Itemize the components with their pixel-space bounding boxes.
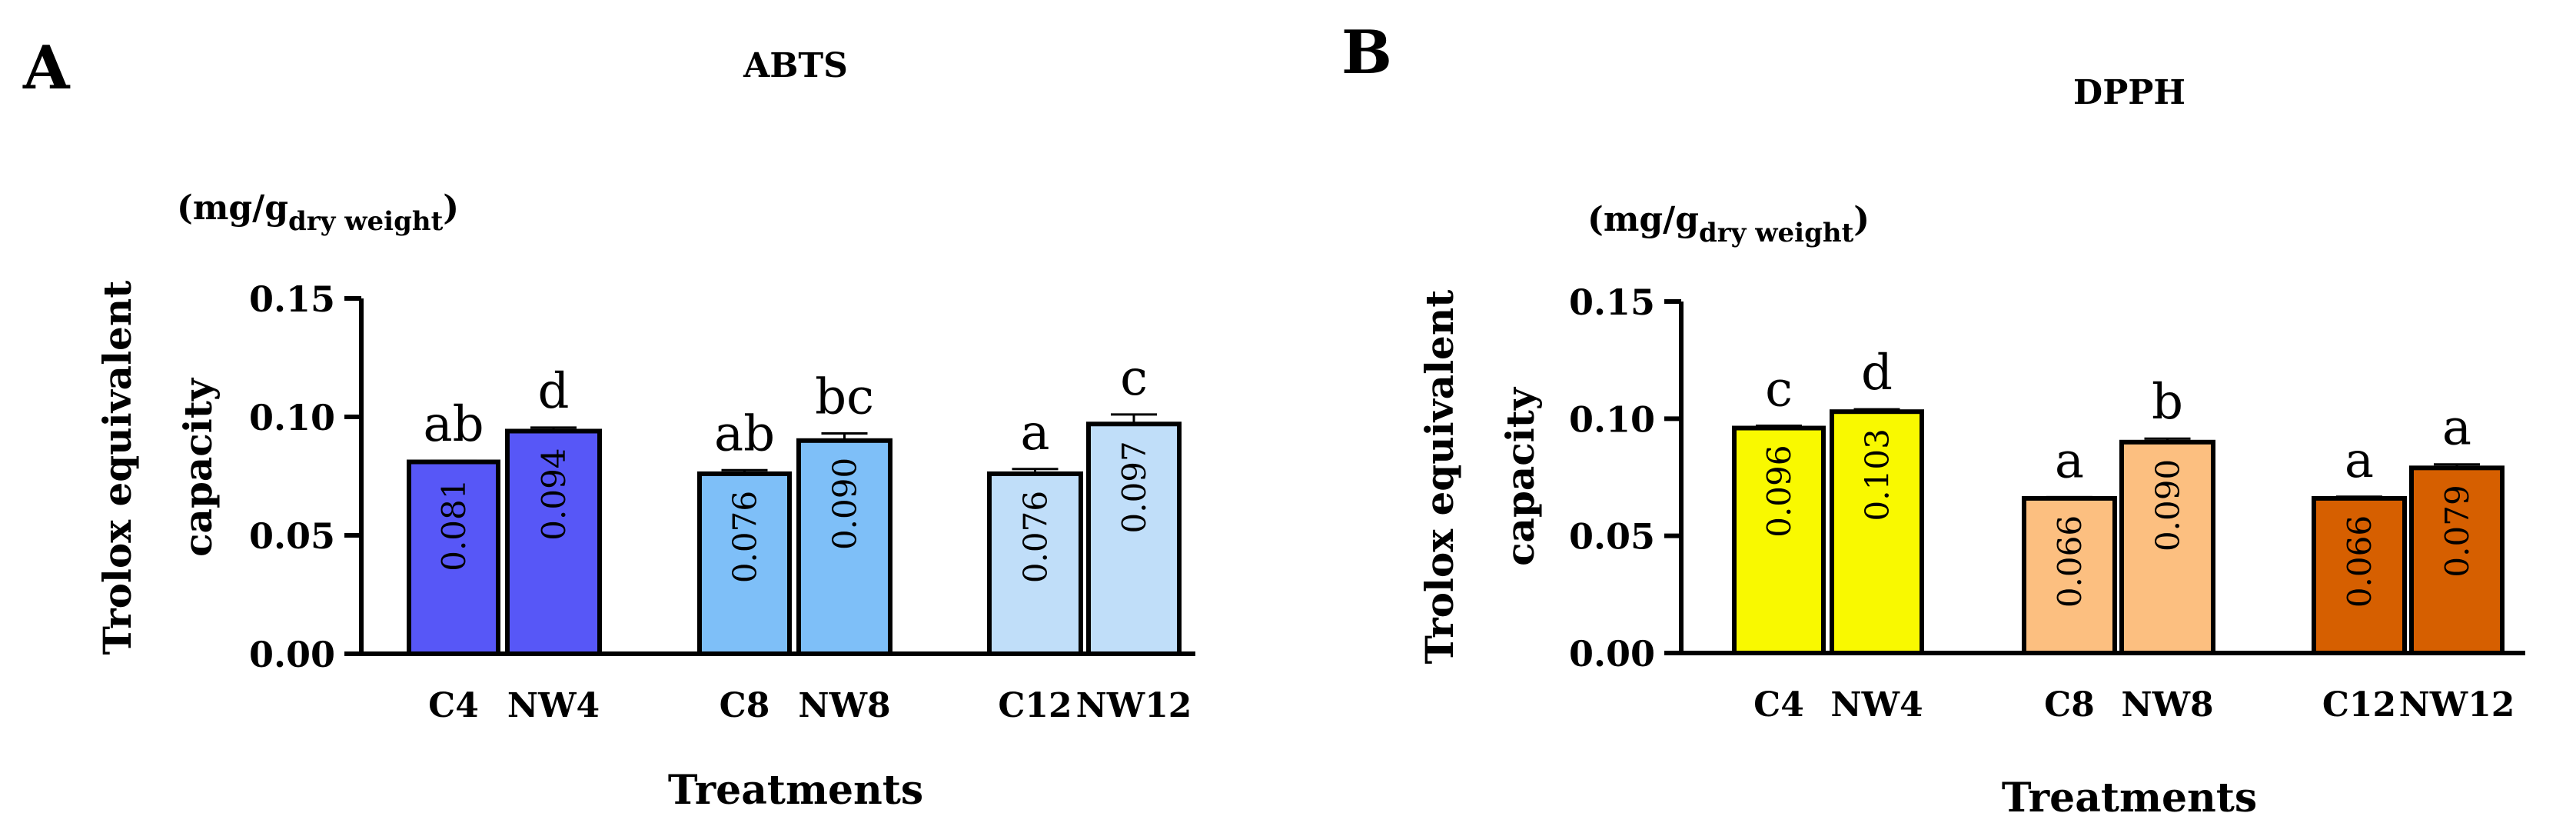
panel-b-category-label: C8 xyxy=(2044,685,2095,725)
panel-b-ytick-label: 0.05 xyxy=(1569,516,1655,558)
panel-a-significance-letter: d xyxy=(538,363,570,420)
panel-a-bar-nw12 xyxy=(1086,421,1182,656)
panel-b-value-label: 0.090 xyxy=(2149,459,2187,551)
panel-a-ylabel-line2: capacity xyxy=(175,377,221,557)
panel-a-value-label: 0.081 xyxy=(435,479,473,571)
panel-b-significance-letter: b xyxy=(2152,374,2183,431)
panel-b-significance-letter: a xyxy=(2345,432,2374,489)
panel-b-bar-c8 xyxy=(2022,495,2117,655)
panel-b-bar-nw12 xyxy=(2409,465,2505,656)
panel-a-value-label: 0.076 xyxy=(1017,491,1055,583)
panel-b-bar-c4 xyxy=(1732,425,1826,656)
panel-a-bar-c8 xyxy=(697,471,792,656)
panel-b-value-label: 0.103 xyxy=(1859,428,1896,521)
panel-b-label: B xyxy=(1341,18,1392,88)
panel-a-category-label: NW8 xyxy=(798,686,890,725)
panel-a-significance-letter: ab xyxy=(714,405,775,462)
panel-a-abts-chart: A ABTS (mg/gdry weight) Trolox equivalen… xyxy=(22,33,1195,814)
panel-a-value-label: 0.076 xyxy=(726,491,764,583)
panel-b-title: DPPH xyxy=(2073,73,2185,112)
panel-b-unit-close: ) xyxy=(1853,200,1870,239)
panel-b-unit-main: (mg/g xyxy=(1587,200,1699,239)
panel-a-category-label: C4 xyxy=(428,686,479,725)
panel-a-bar-c12 xyxy=(987,471,1083,656)
panel-a-unit-sub: dry weight xyxy=(288,206,444,237)
panel-b-value-label: 0.066 xyxy=(2341,515,2378,608)
panel-a-significance-letter: bc xyxy=(815,369,874,426)
panel-a-value-label: 0.090 xyxy=(826,458,864,550)
panel-a-title: ABTS xyxy=(743,46,848,85)
panel-a-bar-nw4 xyxy=(505,428,602,656)
panel-a-category-label: C12 xyxy=(998,686,1072,725)
panel-b-ylabel-line2: capacity xyxy=(1497,386,1543,566)
panel-b-significance-letter: c xyxy=(1765,361,1793,418)
panel-b-ylabel-line1: Trolox equivalent xyxy=(1417,290,1462,665)
panel-a-ylabel-line1: Trolox equivalent xyxy=(95,281,140,655)
panel-b-significance-letter: a xyxy=(2055,432,2084,489)
panel-b-significance-letter: d xyxy=(1861,345,1893,402)
panel-a-significance-letter: a xyxy=(1020,405,1049,461)
panel-b-value-label: 0.096 xyxy=(1760,445,1798,538)
panel-a-unit-main: (mg/g xyxy=(177,188,288,228)
panel-a-ytick-label: 0.05 xyxy=(249,515,335,557)
panel-b-category-label: C4 xyxy=(1753,685,1804,725)
panel-b-unit-sub: dry weight xyxy=(1699,218,1854,248)
panel-a-ytick-label: 0.00 xyxy=(249,634,335,675)
panel-b-value-label: 0.066 xyxy=(2051,515,2089,608)
panel-b-unit-label: (mg/gdry weight) xyxy=(1587,200,1870,248)
panel-a-significance-letter: c xyxy=(1120,350,1148,407)
panel-a-significance-letter: ab xyxy=(423,396,484,453)
panel-a-ytick-label: 0.10 xyxy=(249,397,335,438)
panel-b-xlabel: Treatments xyxy=(2002,775,2257,821)
panel-a-category-label: C8 xyxy=(720,686,770,725)
panel-a-xlabel: Treatments xyxy=(668,767,923,814)
panel-b-category-label: NW12 xyxy=(2399,685,2515,725)
panel-b-bar-nw8 xyxy=(2119,439,2215,655)
panel-b-marks: 0.00 0.05 0.10 0.15 0.096 c C4 0.103 d NW4 0.066 a C… xyxy=(1569,282,2515,725)
panel-a-category-label: NW12 xyxy=(1076,686,1192,725)
panel-b-category-label: NW8 xyxy=(2121,685,2213,725)
panel-a-category-label: NW4 xyxy=(507,686,600,725)
panel-b-significance-letter: a xyxy=(2442,400,2471,457)
panel-a-unit-label: (mg/gdry weight) xyxy=(177,188,459,237)
panel-a-unit-close: ) xyxy=(443,188,459,228)
panel-b-category-label: C12 xyxy=(2322,685,2396,725)
panel-a-marks: 0.00 0.05 0.10 0.15 0.081 ab C4 0.094 d NW4 0.076 a… xyxy=(249,278,1192,725)
panel-a-value-label: 0.097 xyxy=(1115,441,1153,533)
panel-b-value-label: 0.079 xyxy=(2438,485,2476,577)
panel-b-category-label: NW4 xyxy=(1830,685,1923,725)
panel-b-ytick-label: 0.15 xyxy=(1569,282,1655,323)
panel-a-label: A xyxy=(22,33,71,103)
panel-a-ytick-label: 0.15 xyxy=(249,278,335,320)
panel-a-value-label: 0.094 xyxy=(535,448,573,540)
panel-b-dpph-chart: B DPPH (mg/gdry weight) Trolox equivalen… xyxy=(1341,18,2525,821)
panel-b-ytick-label: 0.00 xyxy=(1569,633,1655,675)
panel-b-ytick-label: 0.10 xyxy=(1569,398,1655,440)
